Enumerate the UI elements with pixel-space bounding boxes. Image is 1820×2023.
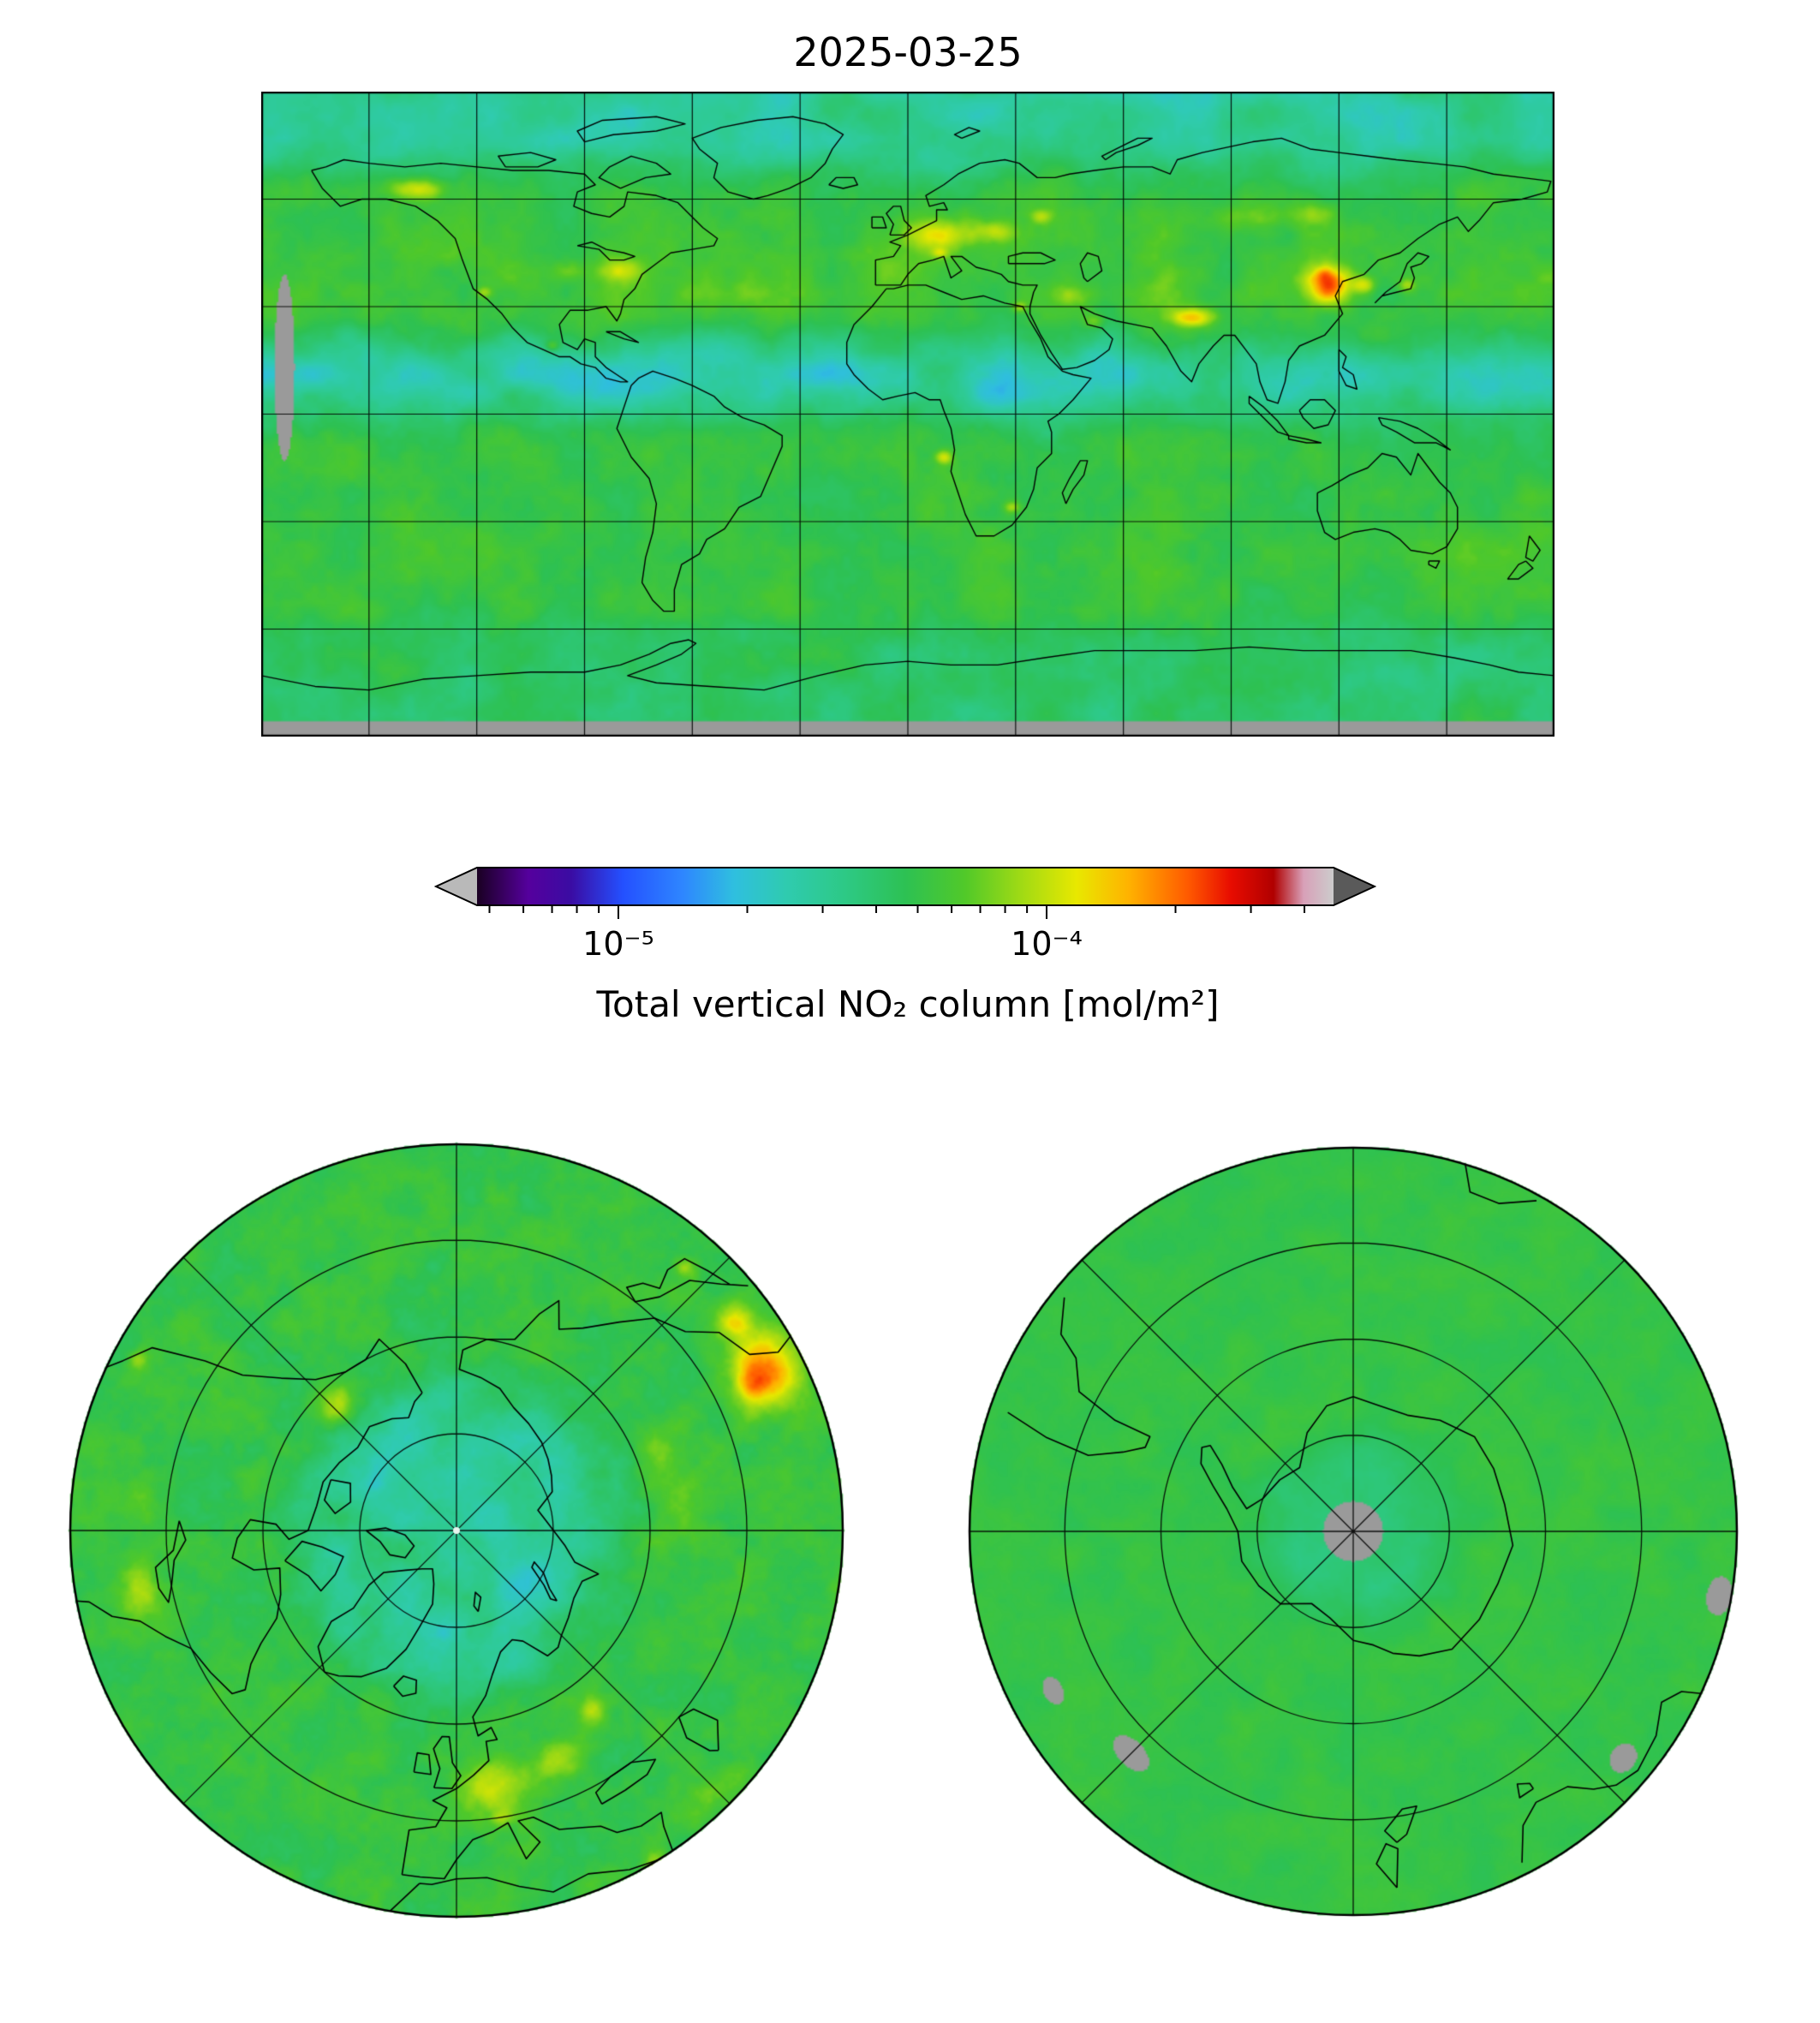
- colorbar: [434, 867, 1376, 919]
- north-polar-map-panel: [67, 1141, 846, 1920]
- colorbar-tick-1e-4: 10⁻⁴: [1011, 925, 1083, 963]
- colorbar-label: Total vertical NO₂ column [mol/m²]: [596, 983, 1220, 1025]
- global-map-panel: [261, 92, 1554, 737]
- colorbar-tick-1e-5: 10⁻⁵: [582, 925, 654, 963]
- date-title: 2025-03-25: [793, 29, 1023, 75]
- south-polar-map-panel: [966, 1144, 1740, 1919]
